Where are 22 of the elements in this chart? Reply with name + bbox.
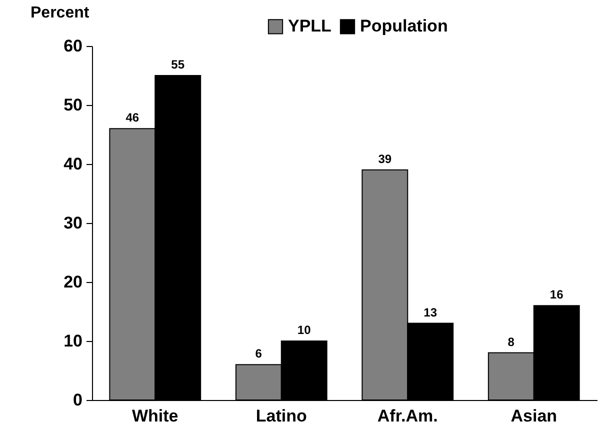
data-label: 55 [171,58,185,72]
x-tick-label: Afr.Am. [377,406,438,426]
x-tick-label: White [132,406,178,426]
y-axis-title: Percent [30,4,90,22]
legend-label: YPLL [288,16,332,36]
x-tick-label: Asian [510,406,558,426]
y-tick-label: 50 [64,96,82,114]
y-tick-label: 20 [64,272,82,292]
data-label: 10 [297,323,312,337]
data-label: 39 [378,152,392,166]
y-tick-label: 60 [64,36,82,56]
x-tick-label: Latino [256,406,307,426]
y-tick-label: 10 [64,332,82,350]
y-tick-label: 0 [73,390,82,410]
data-label: 6 [255,346,262,361]
legend-label: Population [360,16,448,36]
data-label: 13 [424,305,438,320]
y-tick-label: 30 [64,214,82,232]
y-tick-label: 40 [64,154,82,174]
data-label: 8 [508,334,515,349]
data-label: 16 [550,288,564,302]
data-label: 46 [126,110,140,125]
